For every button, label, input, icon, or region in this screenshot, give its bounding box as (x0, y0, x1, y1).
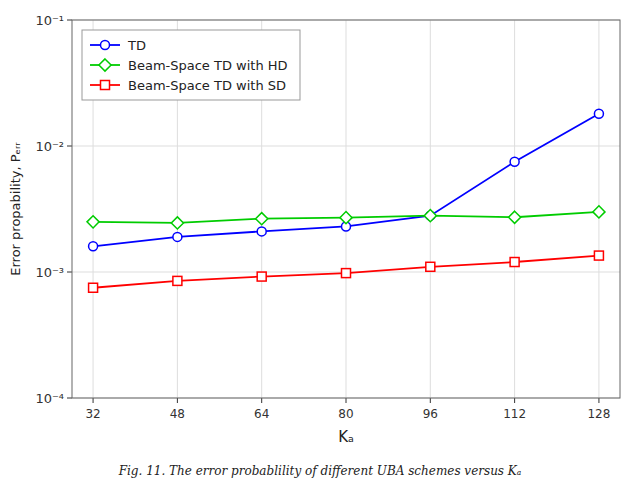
y-tick (67, 398, 72, 399)
series-marker (257, 227, 266, 236)
x-grid-line (514, 20, 515, 398)
series-marker (510, 157, 519, 166)
x-tick (598, 398, 599, 403)
series-marker (594, 109, 603, 118)
legend-marker (101, 81, 110, 90)
series-marker (594, 251, 603, 260)
x-tick-label: 80 (338, 407, 353, 421)
series-marker (173, 276, 182, 285)
series-marker (509, 211, 521, 223)
series-marker (593, 206, 605, 218)
series-marker (89, 242, 98, 251)
y-tick-label: 10⁻² (35, 139, 64, 154)
chart: 32 48 64 80 96 112 128 10⁻⁴ 10⁻³ 10⁻² 10⁻¹ Kₐ Error … (0, 0, 640, 491)
plot-frame (72, 20, 620, 398)
legend-marker (101, 41, 110, 50)
series-marker (256, 213, 268, 225)
x-tick (430, 398, 431, 403)
series-marker (426, 262, 435, 271)
x-tick-label: 128 (587, 407, 610, 421)
series-marker (510, 258, 519, 267)
x-tick-label: 32 (85, 407, 100, 421)
legend-label: Beam-Space TD with SD (128, 78, 286, 93)
series-marker (340, 212, 352, 224)
series-line (93, 114, 599, 246)
series-line (93, 256, 599, 288)
x-tick (514, 398, 515, 403)
x-tick (93, 398, 94, 403)
y-grid-line (72, 146, 620, 147)
legend-label: Beam-Space TD with HD (128, 58, 288, 73)
y-tick (67, 146, 72, 147)
y-axis-label: Error propability, Pₑᵣᵣ (8, 142, 23, 276)
series-marker (89, 283, 98, 292)
x-grid-line (346, 20, 347, 398)
x-tick-label: 96 (423, 407, 438, 421)
series-marker (342, 269, 351, 278)
grid (72, 20, 620, 398)
y-tick (67, 272, 72, 273)
x-tick-label: 112 (503, 407, 526, 421)
legend-box (82, 30, 300, 100)
series-group (87, 109, 605, 292)
series-marker (424, 210, 436, 222)
y-tick-label: 10⁻¹ (35, 13, 64, 28)
series-marker (87, 216, 99, 228)
y-tick-label: 10⁻⁴ (35, 391, 64, 406)
x-tick (177, 398, 178, 403)
y-tick-label: 10⁻³ (35, 265, 64, 280)
caption: Fig. 11. The error probablility of diffe… (118, 464, 522, 478)
legend-label: TD (127, 38, 146, 53)
x-tick (261, 398, 262, 403)
x-axis-label: Kₐ (338, 428, 354, 446)
legend: TD Beam-Space TD with HD Beam-Space TD wit… (82, 30, 300, 100)
series-marker (171, 217, 183, 229)
series-marker (257, 272, 266, 281)
legend-marker (99, 59, 111, 71)
x-tick-label: 64 (254, 407, 269, 421)
series-line (93, 212, 599, 223)
series-marker (173, 232, 182, 241)
x-tick (346, 398, 347, 403)
y-tick (67, 20, 72, 21)
x-tick-label: 48 (170, 407, 185, 421)
